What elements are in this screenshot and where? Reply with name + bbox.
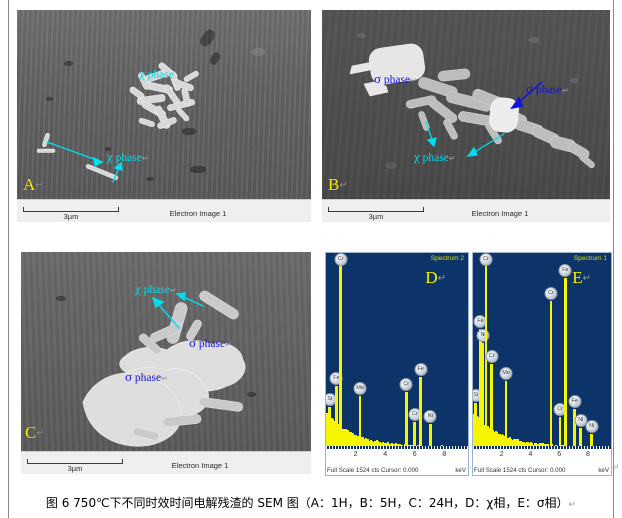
panel-b-sem-image: σ phase↵ σ phase↵ χ phase↵ B↵ 3µm Electr… [322,10,610,222]
panel-d-spectrum-title: Spectrum 2 [431,255,464,262]
panel-e-tick-labels: 2 4 6 8 [473,451,611,462]
peak-element-label: Mo [354,382,367,395]
panel-a-infobar: 3µm Electron Image 1 [17,199,311,222]
panel-c-infobar: 3µm Electron Image 1 [21,451,311,474]
spectrum-peak [419,377,422,449]
panel-b-infobar: 3µm Electron Image 1 [322,199,610,222]
spectrum-peak [505,381,508,449]
peak-element-label: Ni [585,420,598,433]
x-tick-label: 2 [500,451,504,458]
spectrum-peak [328,407,331,449]
panel-d-eds-spectrum: Spectrum 2 D↵ Si Fe Cr Mo Cr Cr Fe Ni 2468 Full… [325,252,469,476]
panel-c-label-sigma-1: σ phase↵ [189,336,232,351]
spectrum-peak [564,278,567,449]
panel-a-sem-image: χ phase χ phase↵ A↵ 3µm Electron Image 1 [17,10,311,222]
spectrum-peak [359,396,362,449]
peak-element-label: Cr [485,350,498,363]
panel-c-electron-image-label: Electron Image 1 [172,461,229,470]
panel-e-eds-spectrum: Spectrum 1 E↵ Si Fe Ni Cr Cr Mo Cr Cr Fe Fe Ni Ni 2… [472,252,612,476]
x-tick-label: 8 [586,451,590,458]
panel-b-micrograph: σ phase↵ σ phase↵ χ phase↵ B↵ [322,10,610,200]
peak-element-label: Cr [400,378,413,391]
spectrum-peak [474,403,477,449]
panel-c-scale-label: 3µm [27,464,123,473]
panel-d-kev-label: keV [455,467,466,474]
panel-e-letter: E↵ [572,269,591,286]
x-tick-label: 4 [529,451,533,458]
peak-element-label: Mo [500,367,513,380]
panel-d-plot-area: Spectrum 2 D↵ Si Fe Cr Mo Cr Cr Fe Ni [326,253,468,449]
peak-element-label: Fe [559,264,572,277]
peak-element-label: Cr [334,253,347,266]
peak-element-label: Cr [544,287,557,300]
x-tick-label: 6 [557,451,561,458]
x-tick-label: 8 [442,451,446,458]
panel-d-letter: D↵ [425,269,446,286]
spectrum-peak [339,259,342,449]
panel-e-kev-label: keV [598,467,609,474]
panel-e-spectrum-title: Spectrum 1 [574,255,607,262]
panel-e-fullscale-text: Full Scale 1524 cts Cursor: 0.000 [474,467,565,474]
panel-e-trailing-pilcrow: ↵ [612,462,620,473]
figure-sem-eds: χ phase χ phase↵ A↵ 3µm Electron Image 1 [0,0,622,518]
panel-c-sem-image: χ phase↵ σ phase↵ σ phase↵ C↵ 3µm Electr… [21,252,311,474]
panel-c-label-chi-1: χ phase↵ [135,282,177,297]
figure-caption: 图 6 750℃下不同时效时间电解残渣的 SEM 图（A：1H，B：5H，C：2… [0,494,622,511]
panel-a-letter: A↵ [23,176,44,193]
peak-element-label: Fe [568,395,581,408]
panel-b-scale-label: 3µm [328,212,424,221]
panel-a-micrograph: χ phase χ phase↵ A↵ [17,10,311,200]
panel-b-label-sigma-1: σ phase↵ [374,72,417,87]
figure-caption-text: 图 6 750℃下不同时效时间电解残渣的 SEM 图（A：1H，B：5H，C：2… [46,496,569,510]
panel-c-label-sigma-2: σ phase↵ [125,370,168,385]
panel-d-footer: 2 4 6 8 Full Scale 1524 cts Cursor: 0.000 k… [326,449,468,475]
panel-a-label-chi-2: χ phase↵ [107,150,149,165]
panel-b-letter: B↵ [328,176,348,193]
spectrum-peak [559,417,562,449]
x-tick-label: 4 [383,451,387,458]
peak-element-label: Fe [414,363,427,376]
x-tick-label: 2 [354,451,358,458]
panel-d-fullscale-text: Full Scale 1524 cts Cursor: 0.000 [327,467,418,474]
panel-c-letter: C↵ [25,424,45,441]
panel-b-label-sigma-2: σ phase↵ [526,82,569,97]
peak-element-label: Cr [479,253,492,266]
panel-c-micrograph: χ phase↵ σ phase↵ σ phase↵ C↵ [21,252,311,452]
x-tick-label: 6 [413,451,417,458]
spectrum-peak [550,301,553,449]
spectrum-peak [335,386,338,449]
peak-element-label: Ni [424,410,437,423]
panel-a-scale-label: 3µm [23,212,119,221]
panel-d-tick-labels: 2 4 6 8 [326,451,468,462]
panel-e-footer: 2 4 6 8 Full Scale 1524 cts Cursor: 0.000 k… [473,449,611,475]
spectrum-peak [405,392,408,449]
panel-a-label-chi-1: χ phase [139,67,174,82]
peak-element-label: Ni [477,329,490,342]
panel-b-label-chi-1: χ phase↵ [414,150,456,165]
panel-b-electron-image-label: Electron Image 1 [472,209,529,218]
panel-a-electron-image-label: Electron Image 1 [170,209,227,218]
spectrum-peak [490,364,493,450]
spectrum-peak [413,422,416,449]
panel-e-plot-area: Spectrum 1 E↵ Si Fe Ni Cr Cr Mo Cr Cr Fe Fe Ni Ni [473,253,611,449]
